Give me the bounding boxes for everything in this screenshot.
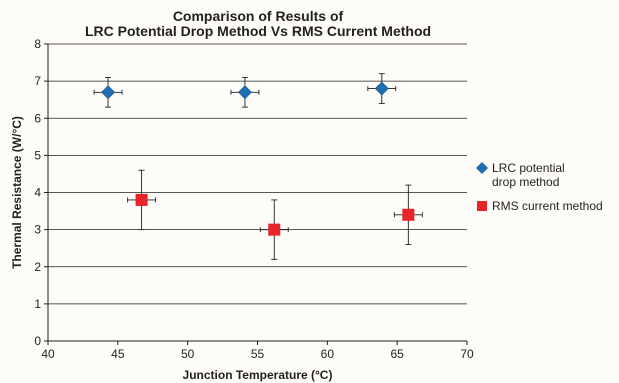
y-tick-label-3: 3: [34, 223, 41, 237]
x-axis-label: Junction Temperature (°C): [183, 368, 333, 382]
legend-label-1-line-1: RMS current method: [492, 199, 603, 213]
y-tick-label-1: 1: [34, 297, 41, 311]
y-tick-label-7: 7: [34, 74, 41, 88]
x-tick-label-70: 70: [460, 347, 474, 361]
y-tick-label-5: 5: [34, 148, 41, 162]
error-bars: [93, 73, 423, 260]
lrc-data-point: [101, 85, 115, 100]
x-tick-label-60: 60: [321, 347, 335, 361]
data-points: [101, 81, 415, 236]
legend-item-1: RMS current method: [477, 199, 603, 213]
y-tick-label-6: 6: [34, 111, 41, 125]
lrc-data-point: [238, 85, 252, 100]
y-tick-label-0: 0: [34, 334, 41, 348]
y-tick-label-4: 4: [34, 186, 41, 200]
legend-square-icon: [477, 201, 487, 211]
rms-data-point: [268, 223, 281, 236]
chart-title-line-1: Comparison of Results of: [173, 8, 344, 24]
x-tick-label-45: 45: [111, 347, 125, 361]
legend-label-0-line-1: LRC potential: [492, 161, 565, 175]
y-axis-label: Thermal Resistance (W/°C): [10, 116, 24, 269]
x-tick-label-65: 65: [390, 347, 404, 361]
y-tick-label-2: 2: [34, 260, 41, 274]
x-tick-label-55: 55: [251, 347, 265, 361]
chart-title-line-2: LRC Potential Drop Method Vs RMS Current…: [85, 23, 431, 39]
rms-data-point: [402, 208, 415, 221]
rms-data-point: [135, 193, 148, 206]
legend-diamond-icon: [476, 162, 488, 174]
legend-label-0-line-2: drop method: [492, 175, 559, 189]
x-tick-label-40: 40: [41, 347, 55, 361]
gridlines: [48, 43, 467, 305]
lrc-data-point: [374, 81, 389, 96]
y-tick-label-8: 8: [34, 37, 41, 51]
x-tick-label-50: 50: [181, 347, 195, 361]
